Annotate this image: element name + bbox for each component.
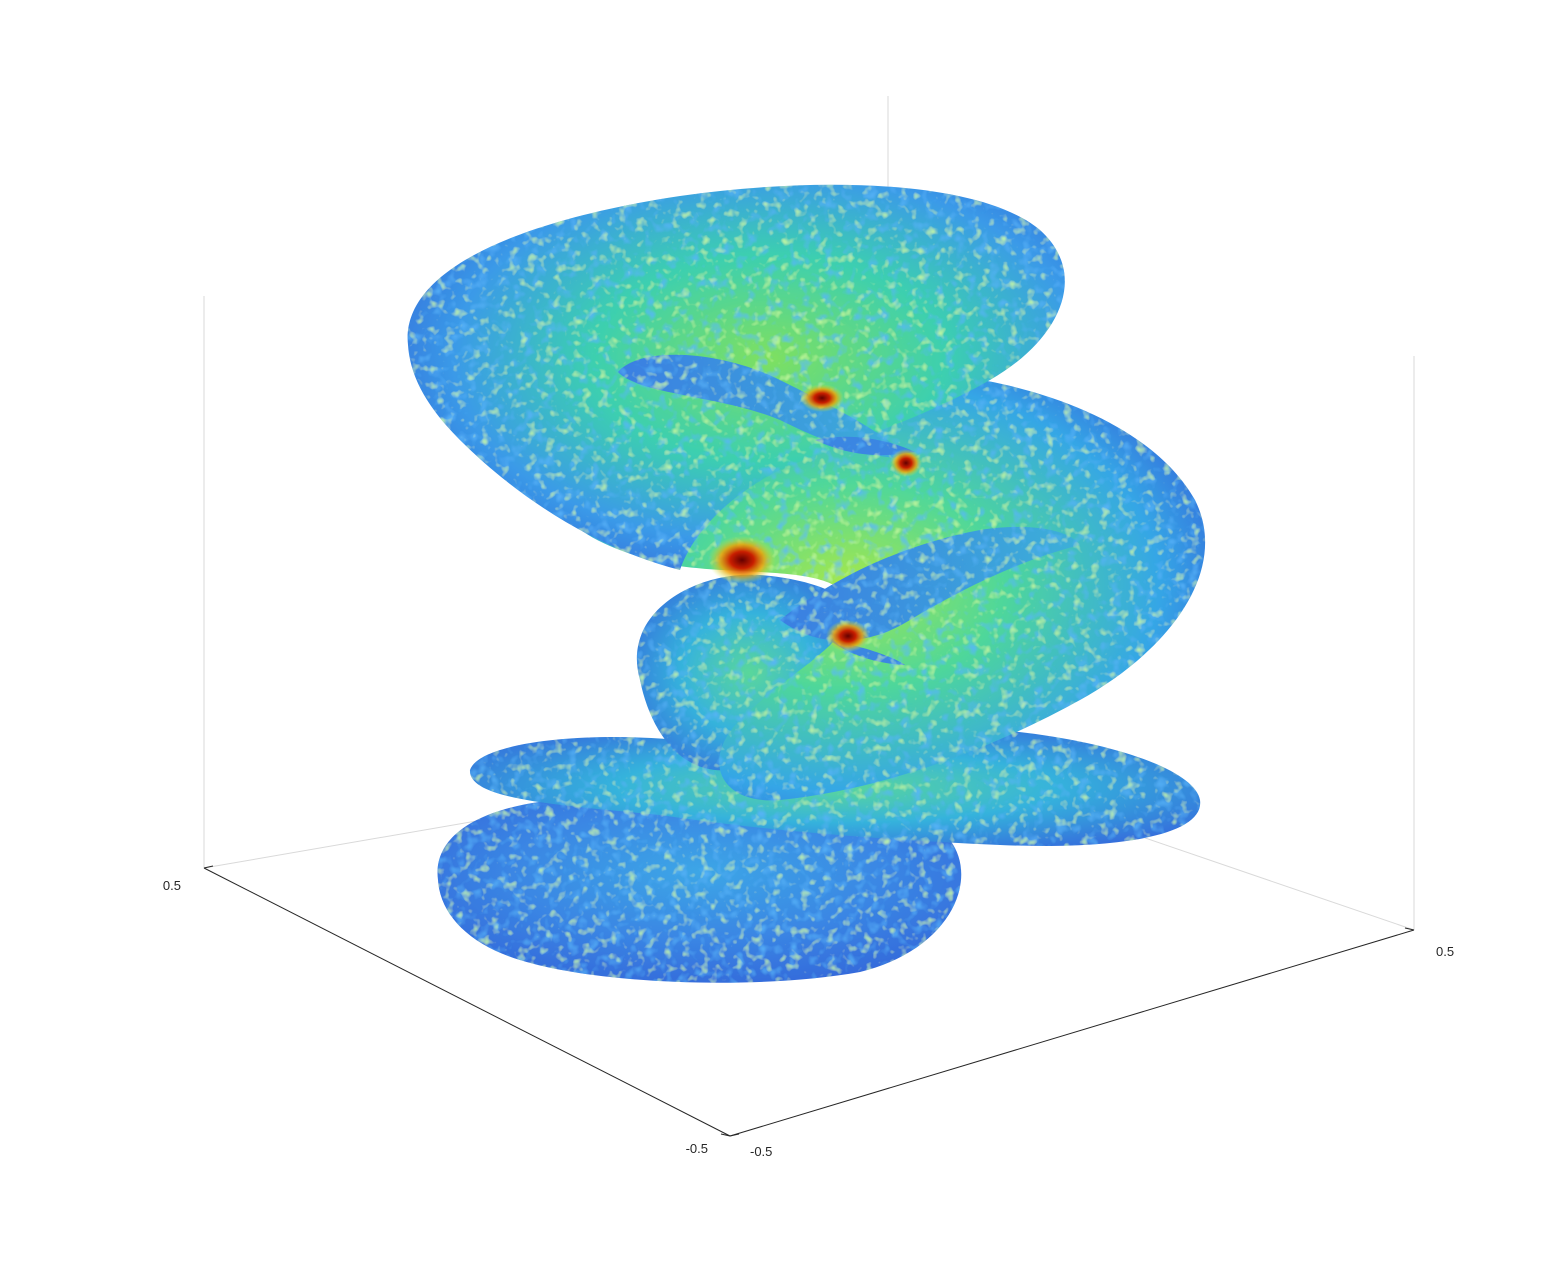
y-tick-label-low: -0.5 — [750, 1144, 772, 1159]
x-tick-mark-low — [729, 1133, 740, 1137]
surface-blade-center — [815, 436, 915, 456]
hotspot-upper-left — [800, 384, 844, 412]
surface-blade-lower — [780, 526, 1080, 641]
y-tick-mark-low — [720, 1133, 731, 1137]
hotspots — [708, 384, 922, 652]
surface-lobe-bottom — [437, 798, 962, 983]
front-axes — [203, 865, 1415, 1137]
y-tick-label-high: 0.5 — [1436, 944, 1454, 959]
y-axis-line — [729, 929, 1415, 1137]
surface — [407, 184, 1206, 983]
surface-blade-upper — [618, 354, 910, 459]
hotspot-center-lower — [708, 536, 776, 584]
x-tick-label-low: -0.5 — [686, 1141, 708, 1156]
y-tick-mark-high — [1404, 927, 1415, 931]
x-tick-label-high: 0.5 — [163, 878, 181, 893]
x-tick-mark-high — [203, 865, 214, 869]
x-axis-line — [203, 867, 731, 1137]
hotspot-mid — [826, 620, 870, 652]
hotspot-upper-right — [890, 449, 922, 477]
